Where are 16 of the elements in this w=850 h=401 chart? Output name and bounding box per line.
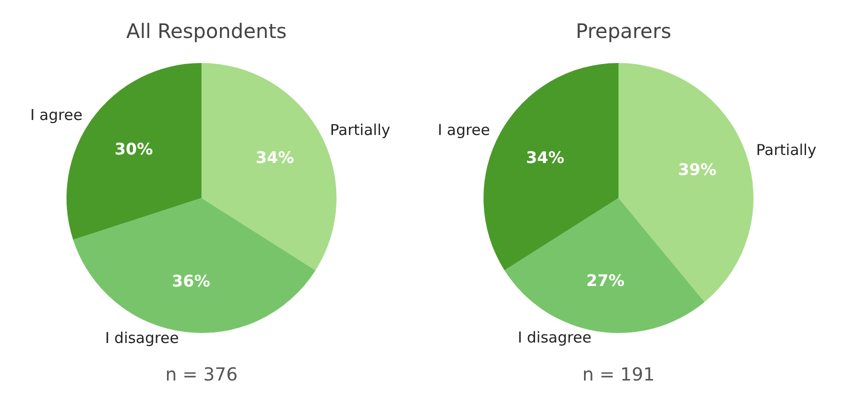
data-label: 34%: [526, 148, 564, 168]
data-label: 34%: [256, 148, 294, 168]
data-label: 30%: [114, 139, 153, 158]
slice-label: Partially: [330, 121, 390, 140]
chart-title: All Respondents: [126, 19, 287, 43]
slice-label: I agree: [30, 106, 82, 124]
slice-label: I agree: [438, 121, 490, 140]
data-label: 39%: [678, 160, 716, 180]
chart-title: Preparers: [576, 19, 672, 43]
slice-label: Partially: [756, 141, 816, 160]
slice-label: I disagree: [105, 328, 179, 347]
text: n = 191: [582, 364, 655, 386]
data-label: 27%: [586, 271, 625, 290]
slice-label: I disagree: [518, 328, 592, 346]
data-label: 36%: [172, 272, 210, 291]
text: n = 376: [165, 364, 238, 386]
